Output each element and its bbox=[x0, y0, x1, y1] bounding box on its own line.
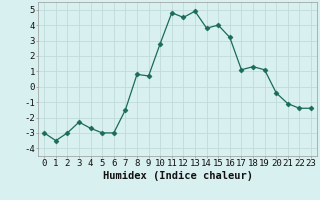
X-axis label: Humidex (Indice chaleur): Humidex (Indice chaleur) bbox=[103, 171, 252, 181]
